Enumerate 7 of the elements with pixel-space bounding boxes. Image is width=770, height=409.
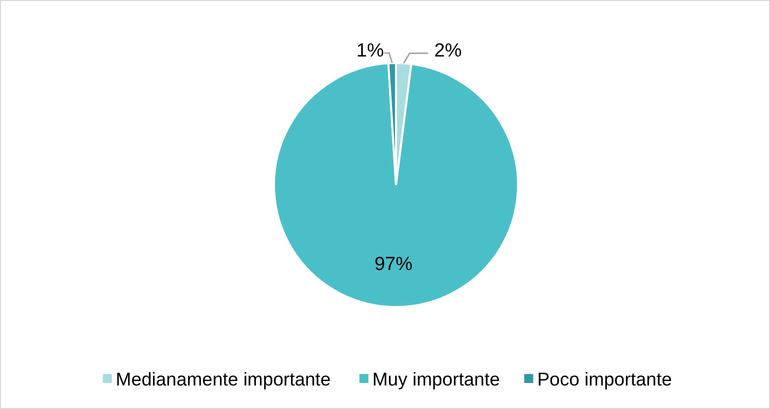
legend-label: Medianamente importante [116,368,331,390]
data-label: 2% [434,40,462,62]
data-label: 1% [356,40,384,62]
pie-slice [273,62,519,308]
legend-label: Poco importante [537,368,672,390]
legend-label: Muy importante [372,368,500,390]
data-label: 97% [374,254,413,275]
